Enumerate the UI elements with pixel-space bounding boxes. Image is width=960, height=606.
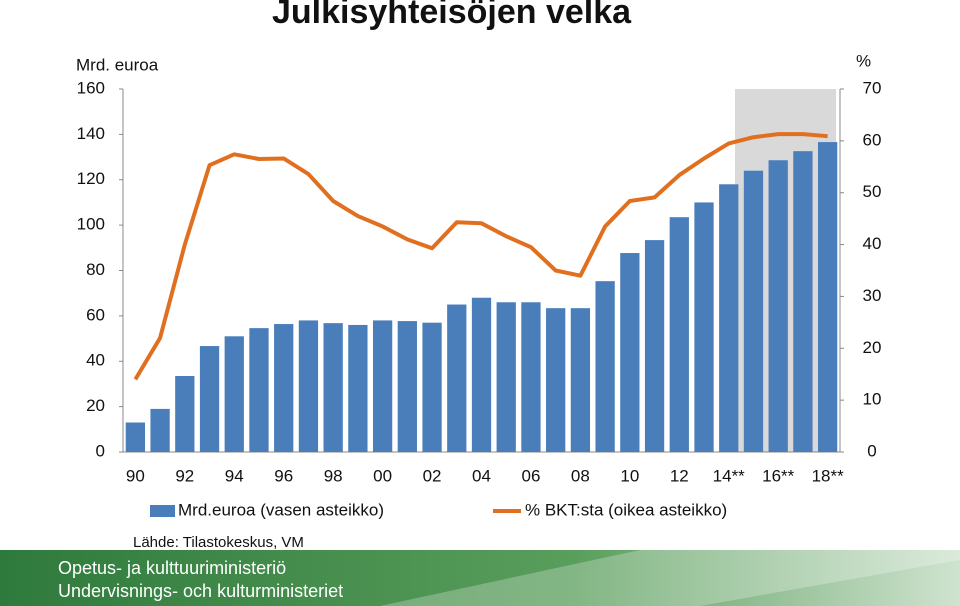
bar [669, 217, 689, 452]
bar [125, 422, 146, 452]
legend-swatch [150, 505, 175, 517]
bar [348, 324, 368, 452]
bar [422, 322, 442, 452]
y-tick-label: 100 [77, 215, 105, 234]
bar [546, 308, 566, 452]
x-tick-label: 12 [670, 466, 689, 485]
bar [743, 170, 764, 453]
x-tick-label: 06 [521, 466, 540, 485]
x-tick-label: 10 [620, 466, 639, 485]
y2-tick-label: 0 [867, 441, 876, 460]
bar [694, 202, 714, 452]
x-tick-label: 14** [713, 466, 746, 485]
y2-tick-label: 70 [863, 78, 882, 97]
footer-band [0, 550, 960, 606]
x-tick-label: 16** [762, 466, 795, 485]
legend-label: % BKT:sta (oikea asteikko) [525, 500, 727, 519]
y2-tick-label: 40 [863, 234, 882, 253]
bar [447, 304, 467, 452]
y-tick-label: 60 [86, 305, 105, 324]
bar [224, 336, 244, 452]
y2-tick-label: 10 [863, 390, 882, 409]
y-tick-label: 160 [77, 78, 105, 97]
bar [620, 253, 640, 452]
y2-tick-label: 20 [863, 338, 882, 357]
y-tick-label: 0 [96, 441, 105, 460]
x-tick-label: 96 [274, 466, 293, 485]
x-tick-label: 18** [812, 466, 845, 485]
x-tick-label: 92 [175, 466, 194, 485]
y2-tick-label: 50 [863, 182, 882, 201]
bar [521, 302, 541, 452]
x-tick-label: 00 [373, 466, 392, 485]
y-tick-label: 80 [86, 260, 105, 279]
bar [644, 240, 665, 452]
y-tick-label: 140 [77, 124, 105, 143]
bar [817, 142, 838, 452]
bar [471, 297, 492, 452]
x-tick-label: 04 [472, 466, 491, 485]
bar [793, 151, 813, 452]
bar [397, 321, 417, 452]
footer-text: Opetus- ja kulttuuriministeriö [58, 558, 286, 578]
bar [298, 320, 319, 452]
bar [274, 324, 294, 452]
bar [595, 281, 615, 452]
bar [249, 328, 269, 452]
bar [496, 302, 516, 452]
bar [323, 323, 343, 452]
y-tick-label: 20 [86, 396, 105, 415]
bar [199, 346, 220, 452]
x-tick-label: 08 [571, 466, 590, 485]
x-tick-label: 98 [324, 466, 343, 485]
bar [719, 184, 739, 452]
y2-axis-label: % [856, 51, 871, 70]
bar [150, 408, 170, 452]
bar [570, 308, 591, 452]
y-tick-label: 40 [86, 351, 105, 370]
source: Lähde: Tilastokeskus, VM [133, 534, 304, 551]
x-tick-label: 02 [423, 466, 442, 485]
bar [768, 160, 788, 452]
y-axis-label: Mrd. euroa [76, 55, 159, 74]
line [133, 132, 828, 381]
y-tick-label: 120 [77, 169, 105, 188]
legend-label: Mrd.euroa (vasen asteikko) [178, 500, 384, 519]
y2-tick-label: 30 [863, 286, 882, 305]
chart-title: Julkisyhteisöjen velka [272, 0, 632, 31]
x-tick-label: 94 [225, 466, 244, 485]
y2-tick-label: 60 [863, 130, 882, 149]
footer-text: Undervisnings- och kulturministeriet [58, 581, 343, 601]
bar [372, 320, 393, 452]
x-tick-label: 90 [126, 466, 145, 485]
bar [175, 375, 195, 452]
footer-swoosh [380, 550, 960, 606]
